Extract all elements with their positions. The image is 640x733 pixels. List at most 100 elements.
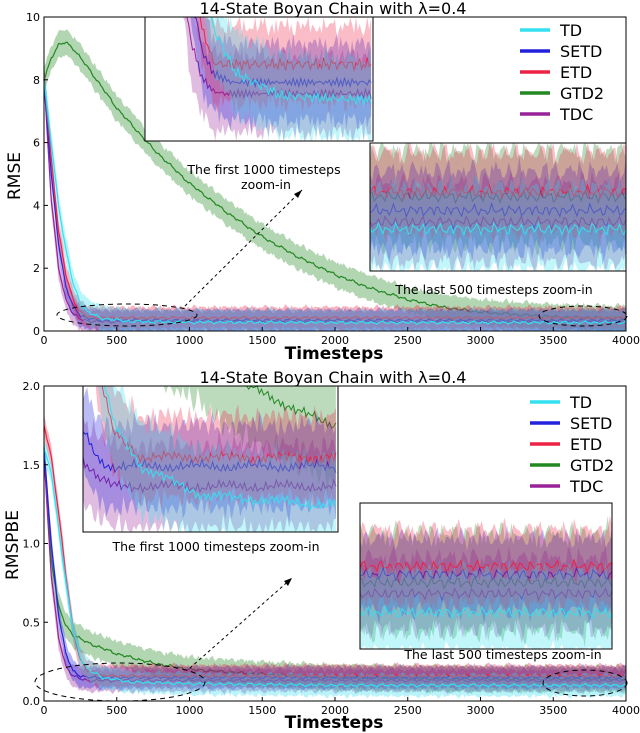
inset-band-td [83, 386, 336, 532]
y-tick-label: 8 [33, 74, 40, 87]
inset-line-etd [83, 385, 337, 465]
inset-band-setd [370, 156, 626, 265]
x-tick-label: 0 [41, 334, 48, 347]
inset-line-setd [82, 431, 337, 474]
inset-line-etd [369, 183, 627, 200]
chart-title: 14-State Boyan Chain with λ=0.4 [200, 368, 467, 387]
series-line-gtd2 [43, 41, 627, 321]
legend-label-etd: ETD [570, 435, 602, 454]
annotation-first-line1: The first 1000 timesteps [186, 162, 340, 177]
zoom-region-last [538, 305, 628, 327]
x-axis-label: Timesteps [285, 344, 384, 364]
zoom-region-first [34, 662, 206, 702]
y-tick-label: 0.0 [23, 695, 41, 708]
legend-label-gtd2: GTD2 [570, 456, 614, 475]
inset-last-500 [369, 142, 627, 272]
legend-label-td: TD [569, 393, 592, 412]
inset-band-gtd2 [370, 143, 626, 260]
series-line-td [43, 448, 627, 688]
y-ticks: 0 2 4 6 8 10 [26, 11, 48, 338]
series-line-tdc [43, 456, 627, 684]
legend-label-td: TD [559, 21, 582, 40]
x-tick-label: 1500 [248, 704, 276, 717]
x-tick-label: 3500 [539, 334, 567, 347]
x-tick-label: 500 [106, 334, 127, 347]
series-line-etd [43, 425, 627, 679]
y-tick-label: 1.5 [23, 459, 41, 472]
y-tick-label: 0.5 [23, 616, 41, 629]
y-axis-label: RMSPBE [3, 510, 23, 580]
annotation-first: The first 1000 timesteps zoom-in [186, 162, 344, 192]
inset-band-setd [83, 387, 336, 523]
x-tick-label: 1000 [176, 334, 204, 347]
inset-line-td [359, 604, 613, 620]
x-axis-label: Timesteps [285, 713, 384, 733]
annotation-first-line2: zoom-in [241, 177, 291, 192]
series-band-td [44, 439, 626, 699]
legend-label-setd: SETD [570, 414, 612, 433]
inset-first-1000 [144, 16, 374, 142]
legend-label-tdc: TDC [559, 105, 593, 124]
inset-band-etd [360, 515, 612, 618]
inset-band-gtd2 [360, 515, 612, 648]
x-tick-label: 2000 [321, 334, 349, 347]
x-tick-label: 4000 [612, 704, 640, 717]
x-tick-label: 2000 [321, 704, 349, 717]
inset-frame [359, 502, 613, 650]
x-tick-label: 1500 [248, 334, 276, 347]
zoom-arrow [189, 577, 293, 669]
y-tick-label: 2.0 [23, 380, 41, 393]
inset-border [82, 385, 339, 533]
legend: TD SETD ETD GTD2 TDC [530, 393, 614, 496]
zoom-region-first [56, 303, 198, 327]
chart-rmspbe: 14-State Boyan Chain with λ=0.4 0 500 1000… [3, 368, 640, 733]
x-ticks: 0 500 1000 1500 2000 2500 3000 3500 4000 [41, 327, 640, 347]
inset-frame [369, 142, 627, 272]
zoom-region-last [542, 669, 628, 697]
inset-line-tdc [82, 456, 337, 494]
y-tick-label: 4 [33, 199, 40, 212]
x-tick-label: 0 [41, 704, 48, 717]
y-tick-label: 2 [33, 262, 40, 275]
inset-line-setd [369, 201, 627, 219]
series-band-gtd2 [44, 435, 626, 695]
chart-rmse: 14-State Boyan Chain with λ=0.4 0 500 1000… [5, 0, 640, 364]
series-line-etd [43, 73, 627, 321]
x-tick-label: 2500 [394, 704, 422, 717]
inset-border [369, 142, 627, 272]
inset-line-tdc [359, 586, 613, 602]
inset-line-td [83, 385, 337, 511]
legend-label-gtd2: GTD2 [560, 84, 604, 103]
arrow-head [294, 190, 302, 198]
inset-line-gtd2 [359, 575, 613, 590]
inset-band-td [370, 173, 626, 271]
inset-frame [144, 16, 374, 142]
series-line-td [43, 79, 627, 326]
inset-band-tdc [370, 169, 626, 271]
inset-band-tdc [83, 415, 336, 532]
inset-line-etd [359, 558, 613, 574]
y-ticks: 0.0 0.5 1.0 1.5 2.0 [23, 380, 48, 708]
inset-line-td [369, 220, 627, 237]
inset-band-etd [370, 143, 626, 248]
y-tick-label: 6 [33, 137, 40, 150]
inset-band-gtd2 [83, 386, 336, 493]
x-tick-label: 1000 [176, 704, 204, 717]
inset-line-gtd2 [369, 189, 627, 205]
x-tick-label: 4000 [612, 334, 640, 347]
arrow-head [284, 578, 292, 586]
x-tick-label: 2500 [394, 334, 422, 347]
y-tick-label: 10 [26, 11, 40, 24]
x-tick-label: 3000 [467, 704, 495, 717]
y-tick-label: 0 [33, 325, 40, 338]
y-axis-label: RMSE [5, 152, 25, 200]
inset-first-1000 [82, 385, 339, 533]
inset-line-tdc [369, 214, 627, 231]
legend: TD SETD ETD GTD2 TDC [520, 21, 604, 124]
x-tick-label: 3500 [539, 704, 567, 717]
annotation-last: The last 500 timesteps zoom-in [403, 647, 601, 662]
legend-label-setd: SETD [560, 42, 602, 61]
chart-title: 14-State Boyan Chain with λ=0.4 [200, 0, 467, 18]
x-tick-label: 500 [106, 704, 127, 717]
